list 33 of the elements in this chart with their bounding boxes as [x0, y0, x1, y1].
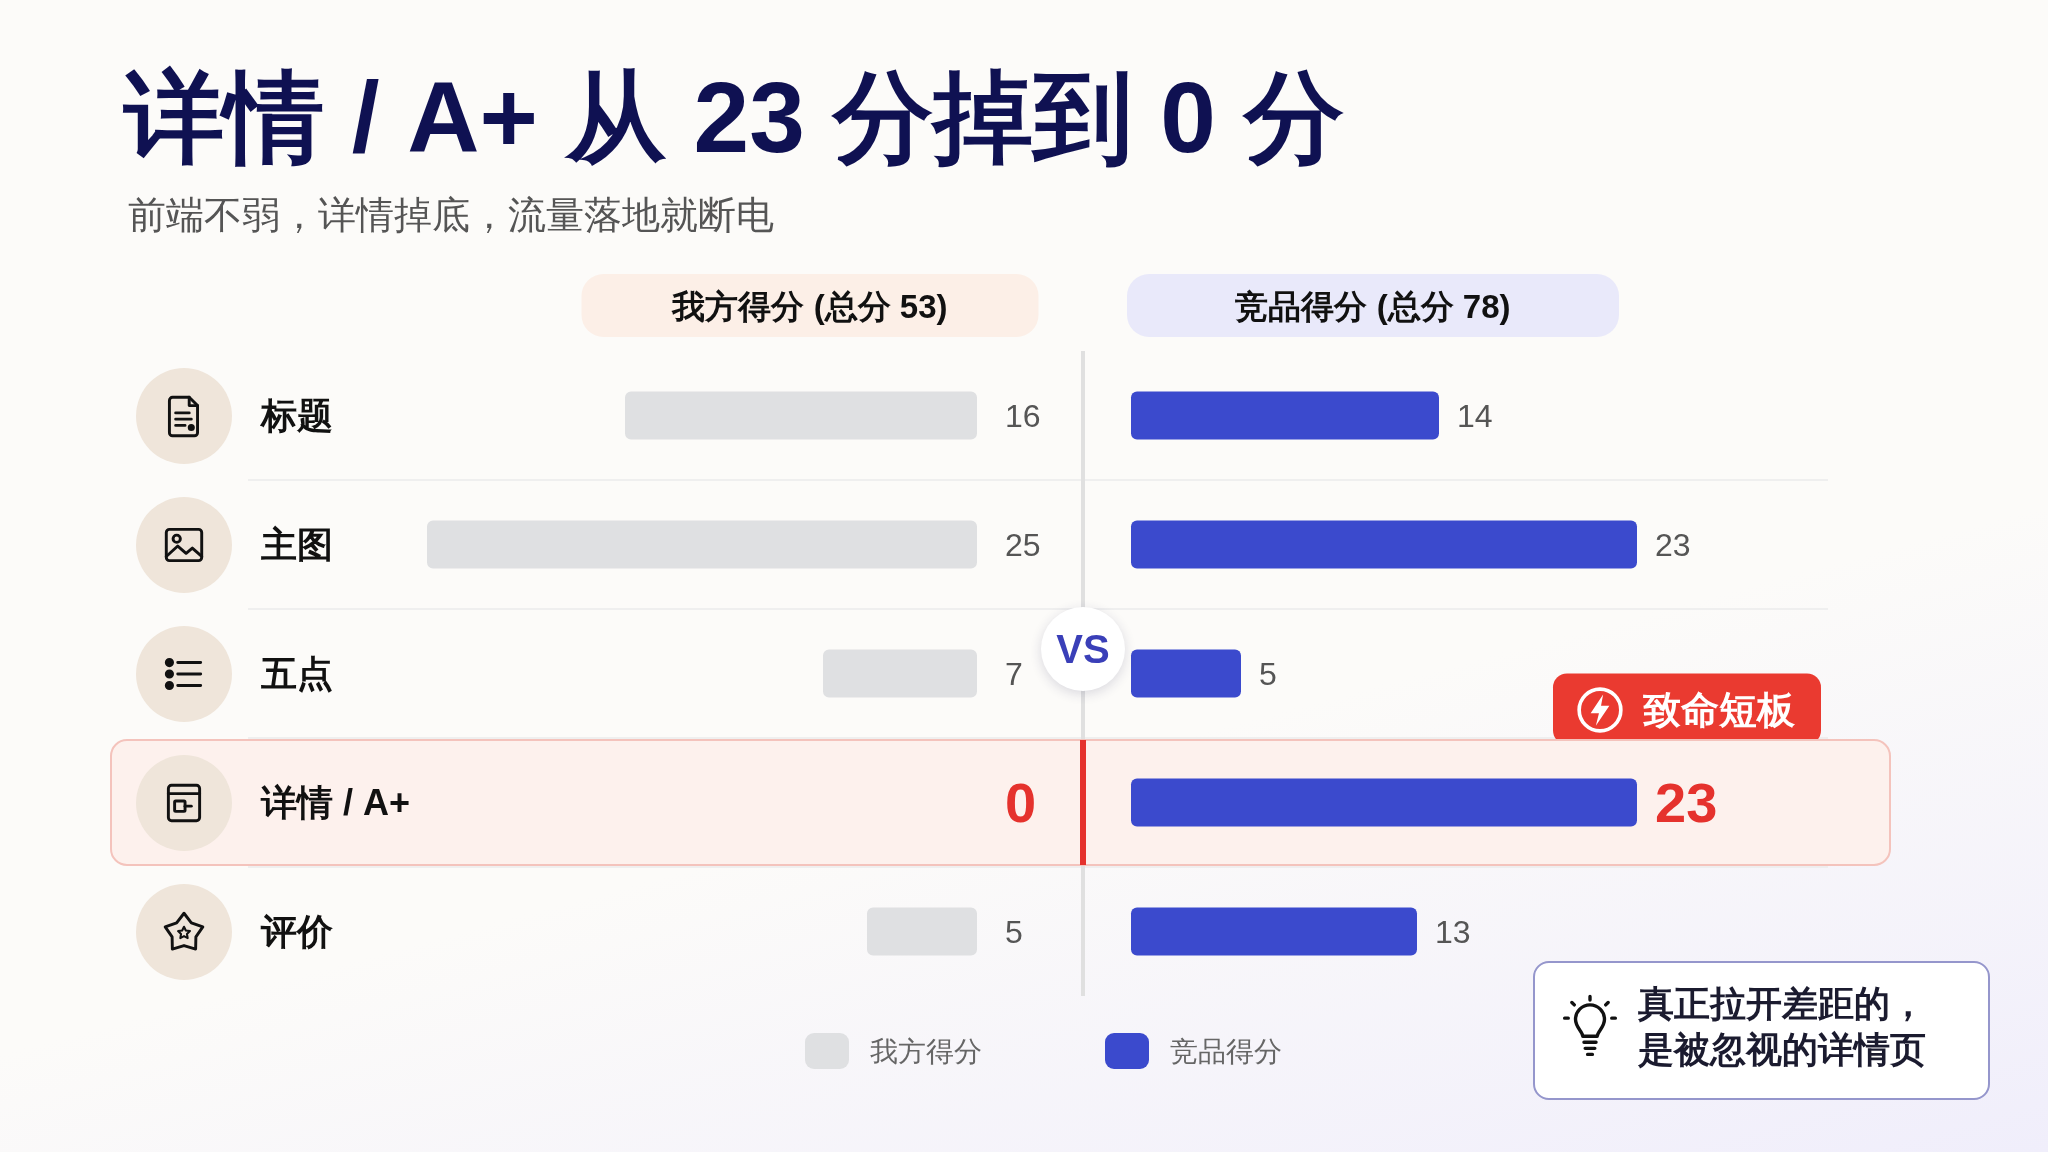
annotation: 致命短板: [1643, 688, 1796, 731]
data-label: 0: [1005, 771, 1037, 834]
legend-label: 我方得分: [870, 1035, 982, 1067]
data-label: 5: [1005, 913, 1023, 950]
bar: [1131, 778, 1637, 827]
bar: [1131, 649, 1241, 698]
y-tick-label: 标题: [259, 395, 333, 436]
text: 我方得分 (总分 53): [671, 287, 948, 325]
text: 竞品得分 (总分 78): [1235, 287, 1511, 325]
legend-label: 竞品得分: [1170, 1035, 1282, 1067]
chart-title: 详情 / A+ 从 23 分掉到 0 分: [124, 60, 1344, 175]
text: VS: [1056, 627, 1110, 671]
text: 真正拉开差距的，是被忽视的详情页: [1638, 982, 1927, 1072]
chart-subtitle: 前端不弱，详情掉底，流量落地就断电: [128, 193, 774, 238]
data-label: 5: [1259, 655, 1277, 692]
y-tick-label: 详情 / A+: [260, 782, 411, 823]
data-label: 23: [1655, 526, 1691, 563]
bar: [1131, 391, 1439, 440]
y-tick-label: 主图: [261, 524, 333, 565]
data-label: 16: [1005, 397, 1041, 434]
data-label: 23: [1655, 771, 1718, 834]
bar: [1131, 520, 1637, 569]
bar: [1131, 907, 1417, 956]
data-label: 14: [1457, 397, 1493, 434]
y-tick-label: 评价: [260, 911, 333, 952]
y-tick-label: 五点: [261, 653, 333, 694]
data-label: 7: [1005, 655, 1023, 692]
data-label: 13: [1435, 913, 1471, 950]
data-label: 25: [1005, 526, 1041, 563]
bar: [823, 649, 977, 698]
bar: [625, 391, 977, 440]
bar: [427, 520, 977, 569]
bar: [867, 907, 977, 956]
